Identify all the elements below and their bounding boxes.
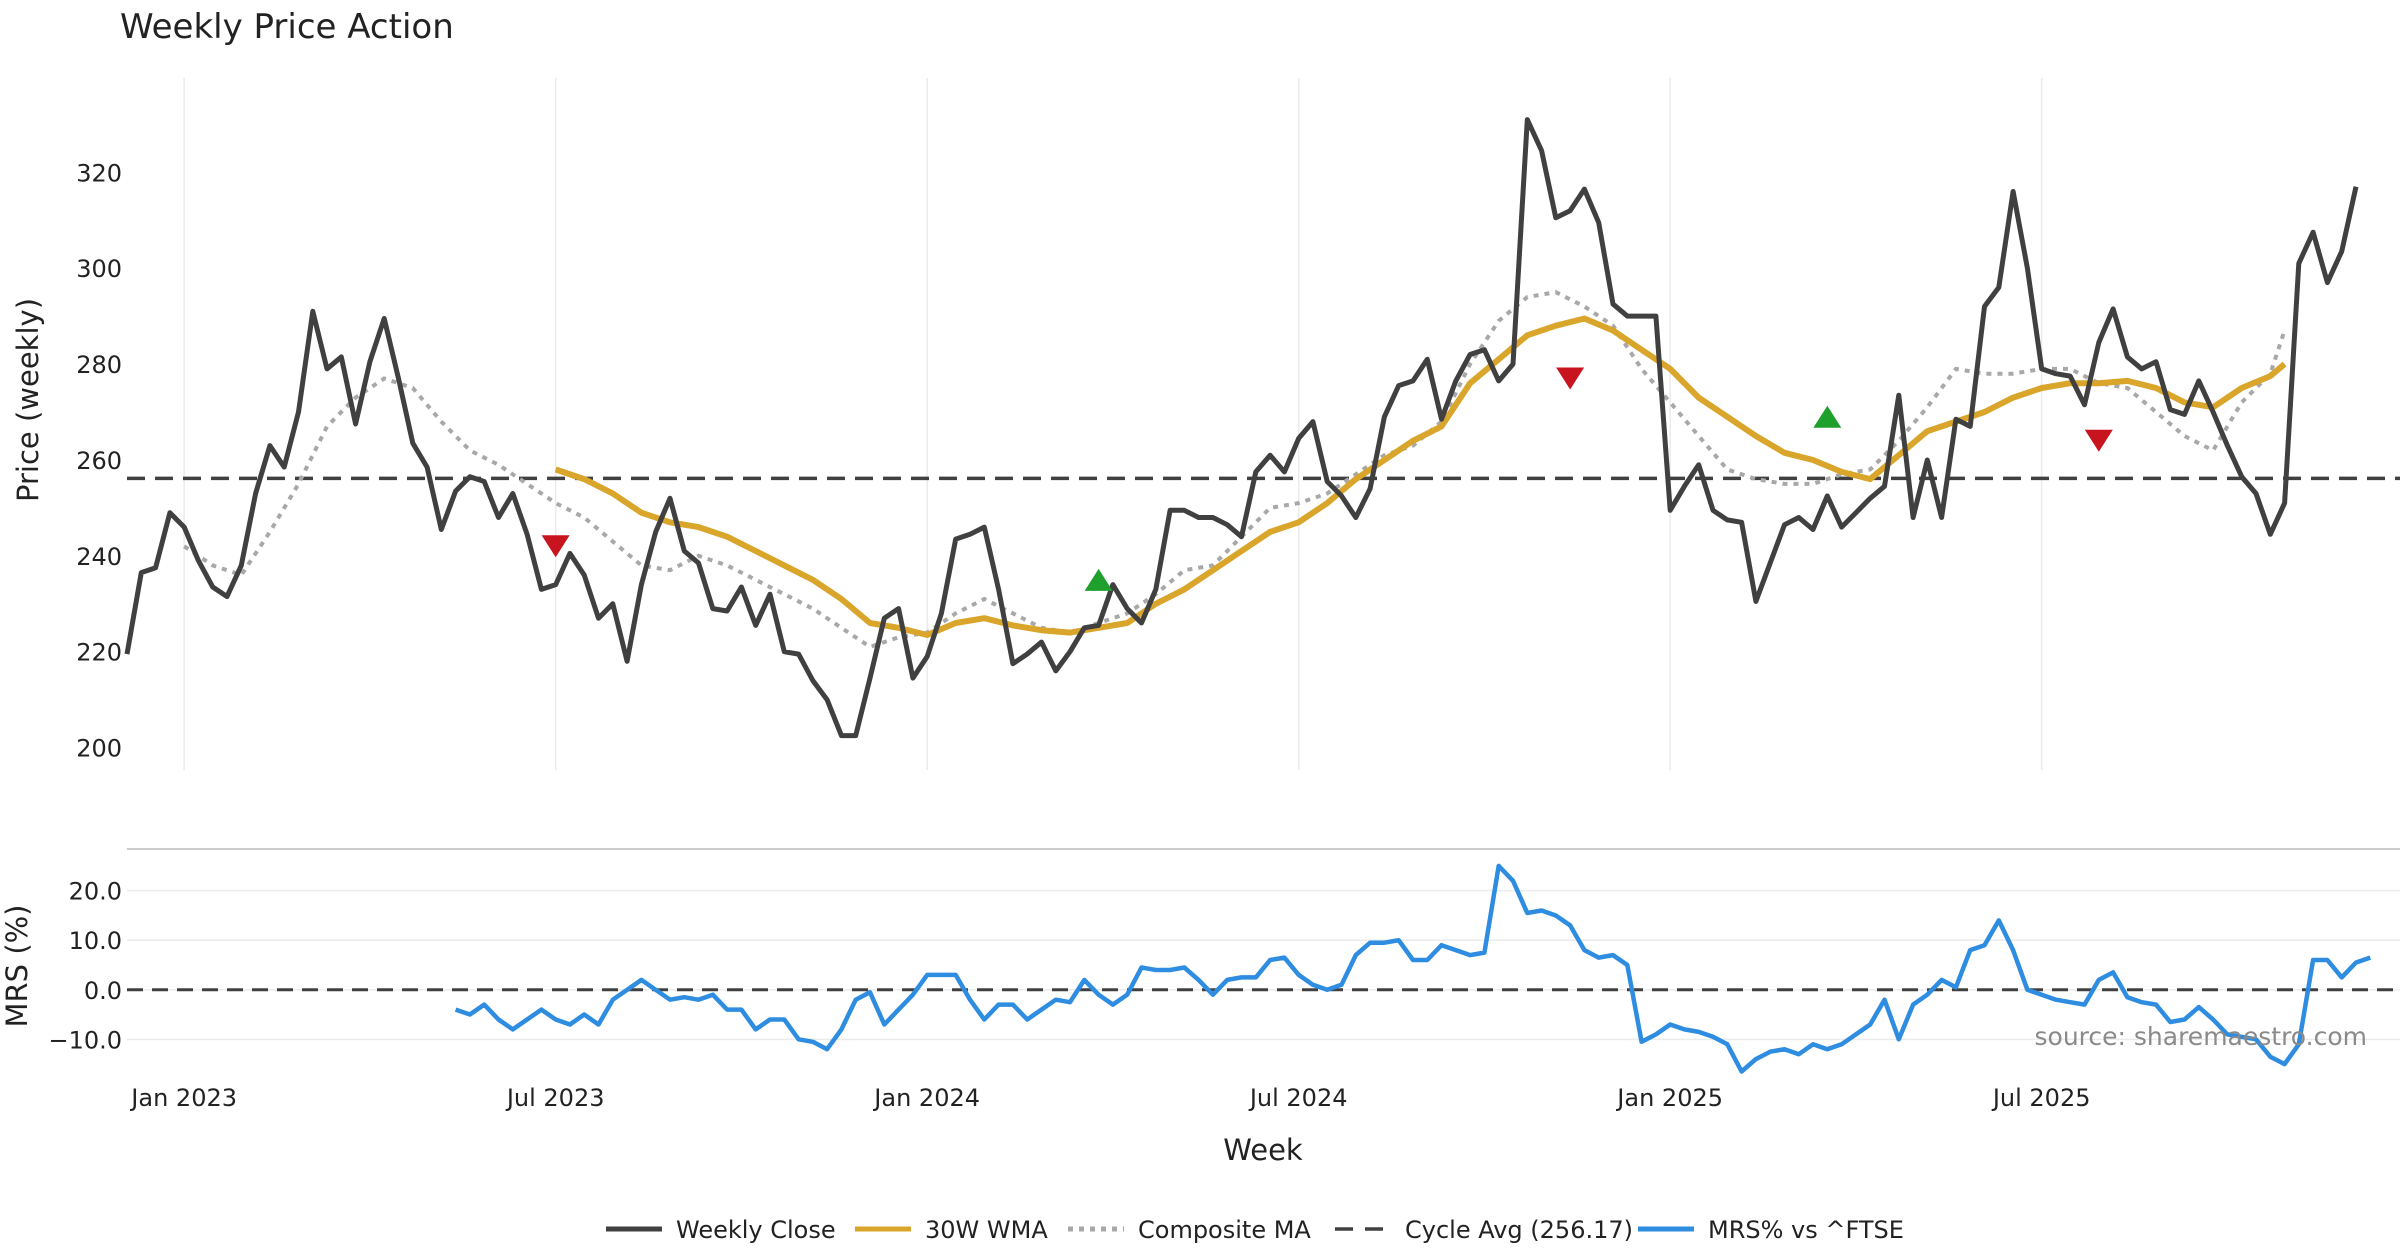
mrs-line: [454, 863, 2372, 1074]
legend-label: MRS% vs ^FTSE: [1708, 1216, 1904, 1244]
wma-30w-line: [554, 315, 2287, 638]
x-tick-label: Jan 2024: [872, 1084, 980, 1112]
sell-signal-marker: [1556, 367, 1585, 390]
legend-label: Cycle Avg (256.17): [1405, 1216, 1633, 1244]
mrs-y-axis-label: MRS (%): [0, 905, 34, 1028]
sell-signal-marker: [541, 535, 570, 558]
x-tick-label: Jul 2024: [1248, 1084, 1348, 1112]
legend-label: 30W WMA: [925, 1216, 1048, 1244]
signal-markers: [541, 367, 2113, 591]
price-y-tick-label: 260: [76, 447, 122, 475]
legend: Weekly Close 30W WMA Composite MA Cycle Avg…: [606, 1216, 1904, 1244]
x-axis: Jan 2023 Jul 2023 Jan 2024 Jul 2024 Jan 2025…: [129, 1084, 2090, 1112]
x-tick-label: Jan 2025: [1615, 1084, 1723, 1112]
x-tick-label: Jul 2023: [505, 1084, 605, 1112]
price-y-tick-label: 300: [76, 255, 122, 283]
mrs-panel: −10.0 0.0 10.0 20.0 MRS (%) source: sharema…: [0, 863, 2400, 1074]
mrs-y-tick-label: 0.0: [84, 977, 122, 1005]
x-grid: [183, 78, 2043, 770]
legend-label: Weekly Close: [676, 1216, 836, 1244]
legend-label: Composite MA: [1138, 1216, 1311, 1244]
price-y-tick-label: 320: [76, 159, 122, 187]
price-panel: 200 220 240 260 280 300 320 Price (weekly): [11, 78, 2400, 770]
price-y-tick-label: 200: [76, 735, 122, 763]
sell-signal-marker: [2084, 429, 2113, 452]
price-y-tick-label: 220: [76, 639, 122, 667]
x-tick-label: Jan 2023: [129, 1084, 237, 1112]
buy-signal-marker: [1813, 405, 1842, 428]
source-note: source: sharemaestro.com: [2035, 1022, 2368, 1051]
mrs-y-tick-label: 20.0: [69, 878, 122, 906]
x-axis-label: Week: [1223, 1133, 1303, 1167]
weekly-close-line: [124, 117, 2359, 739]
x-tick-label: Jul 2025: [1991, 1084, 2091, 1112]
buy-signal-marker: [1084, 568, 1113, 591]
price-y-tick-label: 280: [76, 351, 122, 379]
price-y-axis-label: Price (weekly): [11, 298, 45, 502]
mrs-y-tick-label: −10.0: [48, 1026, 122, 1054]
composite-ma-line: [183, 290, 2287, 650]
price-y-axis: 200 220 240 260 280 300 320: [76, 159, 122, 762]
price-y-tick-label: 240: [76, 543, 122, 571]
chart-title: Weekly Price Action: [120, 7, 454, 47]
mrs-y-tick-label: 10.0: [69, 927, 122, 955]
